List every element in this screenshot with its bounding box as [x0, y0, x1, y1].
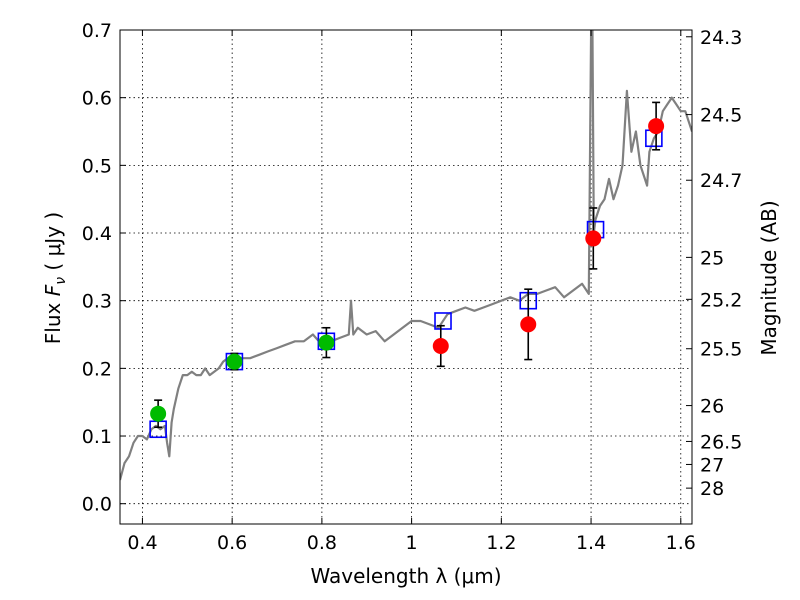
right-tick-label: 24.5: [700, 105, 742, 127]
observed-point: [318, 334, 335, 351]
right-tick-label: 26: [700, 396, 724, 418]
y-tick-label: 0.3: [82, 291, 112, 313]
observed-point: [150, 405, 167, 422]
y-axis-label-symbol: F: [41, 284, 65, 296]
right-tick-label: 25.2: [700, 289, 742, 311]
observed-point: [648, 118, 665, 135]
x-tick-label: 1.2: [486, 532, 516, 554]
x-tick-label: 0.8: [307, 532, 337, 554]
y-tick-label: 0.4: [82, 223, 112, 245]
observed-point: [520, 316, 537, 333]
observed-point: [585, 230, 602, 247]
y-tick-label: 0.5: [82, 155, 112, 177]
right-axis-label: Magnitude (AB): [757, 200, 781, 355]
right-tick-label: 28: [700, 478, 724, 500]
tick-layer: 0.4 0.6 0.8 1 1.2 1.4 1.6 0.0 0.1 0.2 0.3 0.4 0.5 0.6…: [82, 20, 743, 554]
x-tick-label: 0.6: [217, 532, 247, 554]
right-tick-label: 26.5: [700, 431, 742, 453]
observed-point: [432, 338, 449, 355]
x-tick-label: 1.6: [666, 532, 696, 554]
y-tick-label: 0.7: [82, 20, 112, 42]
y-tick-label: 0.1: [82, 426, 112, 448]
spectrum-layer: [120, 30, 692, 481]
y-tick-label: 0.0: [82, 494, 112, 516]
right-tick-label: 27: [700, 454, 724, 476]
y-tick-label: 0.6: [82, 88, 112, 110]
x-axis-label: Wavelength λ (μm): [310, 564, 501, 588]
y-axis-label-units: ( μJy ): [41, 212, 65, 277]
x-tick-label: 1: [406, 532, 418, 554]
x-tick-label: 0.4: [127, 532, 157, 554]
x-tick-label: 1.4: [576, 532, 606, 554]
observed-point: [226, 353, 243, 370]
point-layer: [150, 101, 665, 429]
grid: [120, 29, 692, 524]
y-axis-label: Flux Fν ( μJy ): [41, 212, 69, 344]
y-axis-label-prefix: Flux: [41, 296, 65, 344]
right-tick-label: 25.5: [700, 339, 742, 361]
box-layer: [149, 129, 663, 439]
right-tick-label: 24.7: [700, 170, 742, 192]
model-box: [434, 312, 452, 330]
right-tick-label: 25: [700, 247, 724, 269]
y-tick-label: 0.2: [82, 358, 112, 380]
y-axis-label-subscript: ν: [53, 277, 69, 285]
model-spectrum-line: [120, 30, 692, 481]
right-tick-label: 24.3: [700, 27, 742, 49]
plot-frame: [119, 29, 693, 525]
